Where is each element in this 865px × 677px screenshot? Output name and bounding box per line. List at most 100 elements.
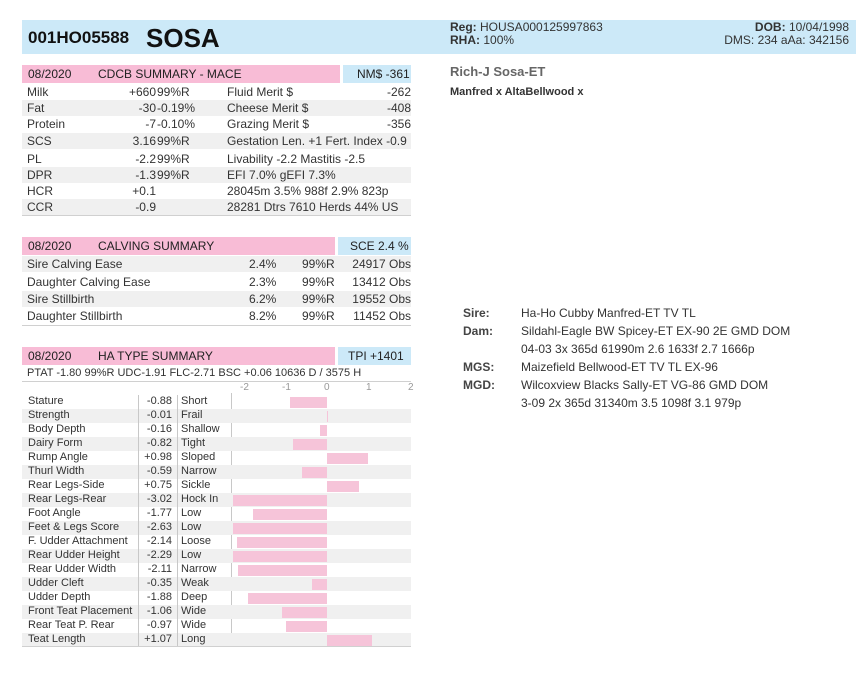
divider: [22, 646, 411, 647]
rha: RHA: 100%: [450, 33, 514, 47]
trait-descriptor: Wide: [181, 605, 207, 617]
type-bar: [327, 453, 369, 464]
axis-line: [231, 393, 232, 645]
trait-descriptor: Deep: [181, 591, 208, 603]
column-separator: [177, 549, 178, 563]
index-value: -408: [386, 101, 411, 115]
cdcb-row: DPR -1.3 99%R EFI 7.0% gEFI 7.3%: [22, 167, 411, 183]
column-separator: [138, 437, 139, 451]
type-bar: [326, 411, 328, 422]
column-separator: [177, 423, 178, 437]
trait-name: Sire Calving Ease: [27, 257, 123, 271]
trait-descriptor: Low: [181, 521, 202, 533]
dms-aaa: DMS: 234 aAa: 342156: [724, 33, 849, 47]
index-label: 28281 Dtrs 7610 Herds 44% US: [227, 200, 399, 214]
trait-name: Fat: [27, 101, 45, 115]
bull-full-name: Rich-J Sosa-ET: [450, 64, 546, 79]
cdcb-row: Milk +660 99%R Fluid Merit $ -262: [22, 84, 411, 100]
trait-name: HCR: [27, 184, 53, 198]
index-label: EFI 7.0% gEFI 7.3%: [227, 168, 336, 182]
sce-index: SCE 2.4 %: [350, 239, 409, 253]
mgs-label: MGS:: [463, 360, 495, 374]
obs-count: 19552 Obs: [352, 292, 411, 306]
dob: DOB: 10/04/1998: [755, 20, 849, 34]
type-bar: [320, 425, 327, 436]
dam-record: 04-03 3x 365d 61990m 2.6 1633f 2.7 1666p: [521, 342, 755, 356]
trait-name: Udder Cleft: [28, 577, 84, 589]
type-bar: [282, 607, 327, 618]
index-label: Grazing Merit $: [227, 117, 310, 131]
trait-descriptor: Narrow: [181, 465, 217, 477]
index-value: -356: [386, 117, 411, 131]
dob-value: 10/04/1998: [788, 20, 849, 34]
trait-name: Protein: [27, 117, 66, 131]
column-separator: [138, 591, 139, 605]
trait-value: -2.14: [146, 535, 172, 547]
column-separator: [138, 619, 139, 633]
trait-descriptor: Frail: [181, 409, 203, 421]
type-bar: [292, 439, 327, 450]
trait-name: PL: [27, 152, 42, 166]
column-separator: [177, 493, 178, 507]
trait-value: -0.97: [146, 619, 172, 631]
calving-row: Daughter Stillbirth 8.2% 99%R 11452 Obs: [22, 308, 411, 324]
trait-value: 2.4%: [249, 257, 277, 271]
trait-name: Feet & Legs Score: [28, 521, 120, 533]
trait-reliability: 99%R: [157, 168, 190, 182]
trait-value: +660: [128, 85, 156, 99]
column-separator: [138, 493, 139, 507]
trait-name: Body Depth: [28, 423, 86, 435]
type-row: Rear Udder Width -2.11 Narrow: [22, 563, 411, 577]
column-separator: [177, 395, 178, 409]
obs-count: 13412 Obs: [352, 275, 411, 289]
calving-row: Sire Stillbirth 6.2% 99%R 19552 Obs: [22, 291, 411, 307]
trait-value: -2.11: [147, 563, 172, 575]
type-row: Rear Udder Height -2.29 Low: [22, 549, 411, 563]
column-separator: [177, 437, 178, 451]
trait-descriptor: Weak: [181, 577, 209, 589]
cdcb-date: 08/2020: [28, 67, 72, 81]
column-separator: [138, 451, 139, 465]
sire-name: Ha-Ho Cubby Manfred-ET TV TL: [521, 306, 696, 320]
trait-value: -0.9: [135, 200, 156, 214]
sire-line: Manfred x AltaBellwood x: [450, 86, 584, 98]
mgd-label: MGD:: [463, 378, 495, 392]
trait-value: +0.98: [144, 451, 172, 463]
column-separator: [177, 451, 178, 465]
column-separator: [177, 605, 178, 619]
bull-id: 001HO05588: [28, 28, 130, 47]
cdcb-row: HCR +0.1 28045m 3.5% 988f 2.9% 823p: [22, 183, 411, 199]
trait-name: Rump Angle: [28, 451, 88, 463]
trait-name: Foot Angle: [28, 507, 81, 519]
trait-value: -7: [145, 117, 156, 131]
type-row: Strength -0.01 Frail: [22, 409, 411, 423]
trait-name: Rear Teat P. Rear: [28, 619, 115, 631]
column-separator: [138, 605, 139, 619]
trait-name: Dairy Form: [28, 437, 83, 449]
column-separator: [138, 577, 139, 591]
trait-name: DPR: [27, 168, 53, 182]
trait-descriptor: Long: [181, 633, 206, 645]
type-row: Stature -0.88 Short: [22, 395, 411, 409]
type-bar: [290, 397, 327, 408]
column-separator: [138, 535, 139, 549]
nm-index-badge: NM$ -361: [343, 65, 411, 83]
type-row: Dairy Form -0.82 Tight: [22, 437, 411, 451]
trait-name: Front Teat Placement: [28, 605, 133, 617]
trait-value: -1.06: [146, 605, 172, 617]
trait-value: 3.16: [132, 134, 156, 148]
trait-value: -0.88: [146, 395, 172, 407]
column-separator: [177, 591, 178, 605]
trait-name: Udder Depth: [28, 591, 91, 603]
trait-value: +0.75: [144, 479, 172, 491]
column-separator: [138, 409, 139, 423]
trait-descriptor: Low: [181, 507, 202, 519]
trait-descriptor: Short: [181, 395, 208, 407]
column-separator: [138, 549, 139, 563]
type-row: Rear Legs-Side +0.75 Sickle: [22, 479, 411, 493]
trait-value: -2.29: [146, 549, 172, 561]
trait-name: Thurl Width: [28, 465, 85, 477]
type-header: 08/2020 HA TYPE SUMMARY: [22, 347, 335, 365]
divider: [22, 381, 411, 382]
bull-short-name: SOSA: [146, 23, 220, 53]
